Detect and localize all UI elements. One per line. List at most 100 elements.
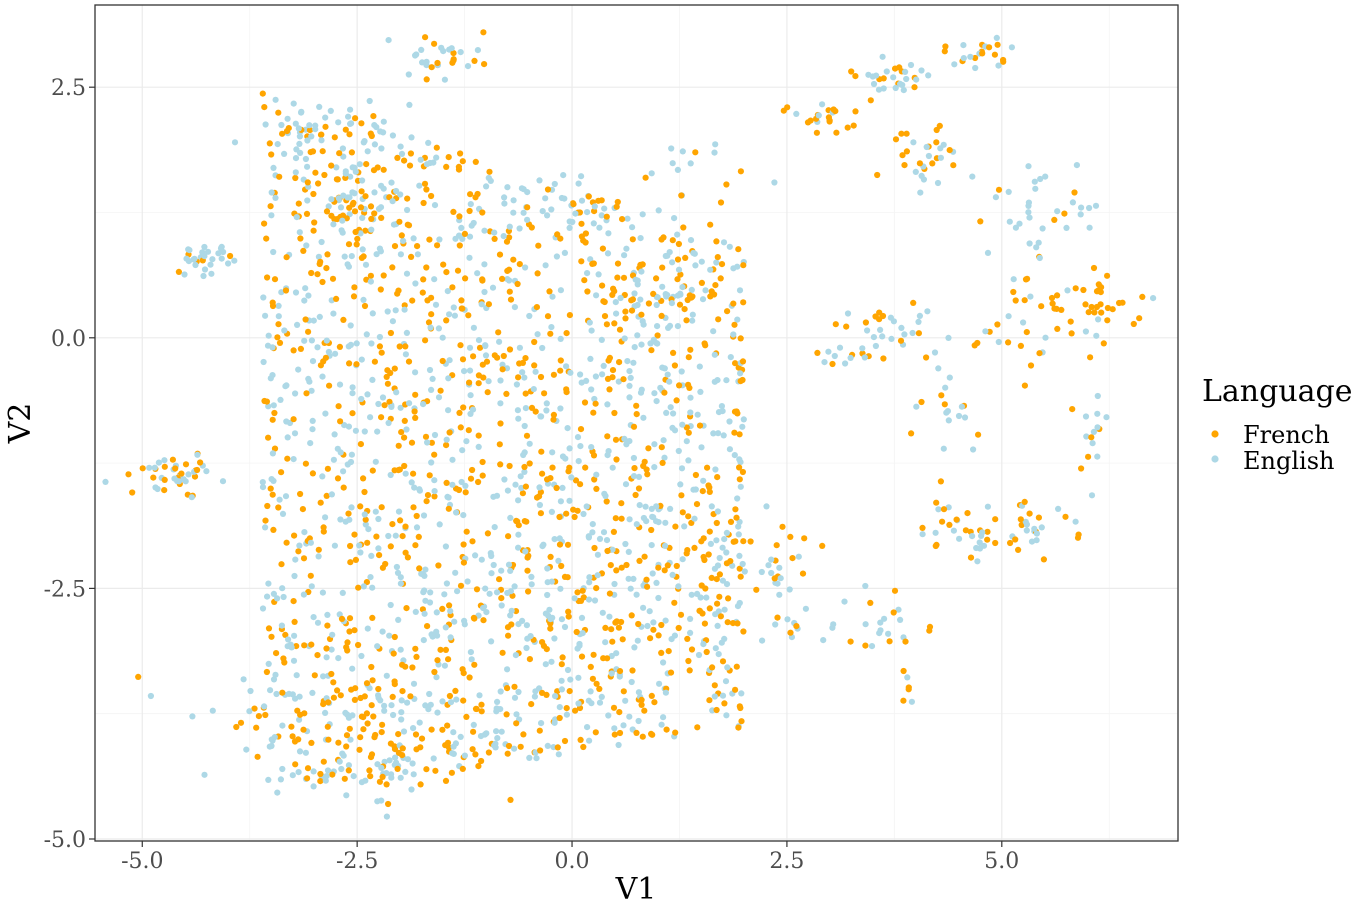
data-point-french (373, 533, 380, 540)
data-point-french (736, 476, 743, 483)
data-point-english (314, 619, 322, 626)
data-point-english (1023, 527, 1030, 534)
data-point-french (799, 570, 807, 577)
data-point-french (534, 494, 541, 501)
data-point-french (345, 767, 352, 774)
data-point-french (227, 252, 234, 260)
data-point-french (686, 667, 693, 674)
data-point-french (539, 639, 546, 646)
data-point-english (269, 344, 276, 351)
data-point-french (522, 355, 529, 362)
data-point-english (577, 443, 584, 450)
data-point-english (1072, 518, 1079, 525)
data-point-english (901, 331, 908, 338)
data-point-english (304, 163, 311, 170)
data-point-english (426, 599, 434, 606)
data-point-french (892, 136, 900, 143)
legend-label-french: French (1243, 421, 1330, 449)
data-point-english (548, 508, 556, 515)
data-point-english (375, 400, 382, 408)
data-point-english (719, 408, 726, 415)
data-point-english (995, 338, 1002, 346)
data-point-french (736, 431, 743, 438)
data-point-french (301, 642, 308, 649)
data-point-french (297, 345, 304, 352)
data-point-french (537, 373, 545, 381)
data-point-english (397, 251, 404, 258)
data-point-english (694, 411, 701, 418)
data-point-english (1092, 202, 1100, 209)
data-point-english (671, 215, 678, 222)
data-point-french (439, 605, 446, 613)
data-point-english (918, 172, 925, 179)
data-point-english (967, 53, 974, 60)
data-point-english (181, 271, 188, 278)
data-point-french (437, 387, 444, 394)
data-point-english (292, 556, 299, 563)
data-point-french (867, 599, 874, 607)
data-point-french (344, 647, 351, 654)
data-point-french (323, 645, 330, 652)
data-point-english (653, 518, 660, 525)
data-point-french (679, 509, 686, 516)
data-point-english (542, 661, 549, 668)
data-point-english (536, 177, 543, 184)
data-point-french (698, 279, 706, 286)
data-point-english (888, 335, 895, 342)
data-point-english (880, 85, 887, 92)
data-point-french (412, 542, 419, 549)
data-point-french (289, 733, 296, 740)
data-point-english (729, 562, 736, 569)
data-point-french (423, 264, 430, 271)
data-point-english (1023, 521, 1030, 528)
data-point-english (627, 585, 634, 592)
data-point-french (620, 274, 628, 281)
data-point-french (367, 754, 375, 761)
data-point-english (768, 556, 775, 563)
data-point-english (296, 748, 304, 755)
data-point-english (821, 359, 828, 366)
data-point-english (515, 415, 522, 422)
data-point-english (1086, 204, 1093, 212)
data-point-english (462, 482, 469, 489)
data-point-english (439, 334, 446, 341)
data-point-french (472, 194, 479, 201)
data-point-french (611, 409, 618, 417)
data-point-english (1032, 185, 1039, 192)
data-point-english (220, 248, 227, 256)
data-point-french (612, 436, 620, 443)
data-point-french (261, 397, 268, 405)
data-point-english (420, 589, 427, 596)
data-point-english (542, 195, 549, 202)
data-point-french (618, 564, 625, 571)
data-point-french (737, 573, 744, 580)
data-point-french (984, 528, 991, 535)
data-point-english (586, 737, 593, 744)
data-point-english (151, 464, 158, 471)
data-point-english (373, 251, 380, 258)
data-point-english (651, 441, 658, 448)
data-point-english (404, 206, 411, 214)
data-point-french (685, 354, 692, 361)
data-point-english (561, 623, 569, 631)
data-point-french (615, 624, 623, 631)
data-point-french (706, 697, 713, 704)
data-point-english (707, 540, 715, 548)
data-point-french (351, 696, 358, 704)
data-point-english (493, 589, 501, 596)
data-point-english (447, 608, 454, 615)
data-point-french (386, 398, 393, 405)
data-point-english (1033, 537, 1040, 544)
data-point-english (420, 571, 427, 578)
data-point-english (319, 473, 326, 480)
data-point-english (557, 585, 564, 592)
data-point-english (467, 201, 474, 208)
data-point-english (310, 768, 317, 775)
data-point-english (635, 473, 643, 480)
data-point-english (345, 762, 352, 769)
data-point-french (485, 749, 492, 756)
data-point-english (431, 477, 438, 484)
data-point-french (1038, 303, 1045, 310)
data-point-french (867, 97, 874, 104)
data-point-french (485, 301, 492, 308)
